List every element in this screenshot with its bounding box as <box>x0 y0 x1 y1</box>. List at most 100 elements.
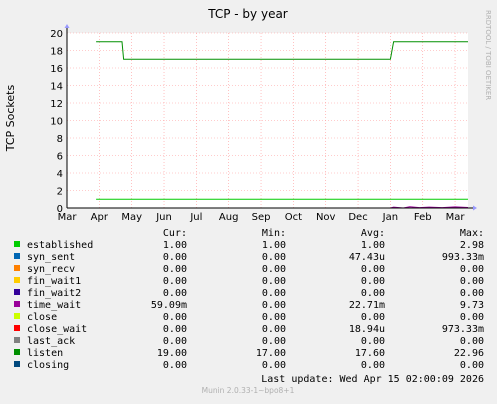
legend-swatch <box>14 313 20 319</box>
legend-series-name: syn_sent <box>27 252 75 263</box>
x-tick-label: Mar <box>446 212 466 223</box>
legend-swatch <box>14 301 20 307</box>
legend-value-cur: 1.00 <box>163 240 187 251</box>
legend-value-cur: 0.00 <box>163 264 187 275</box>
munin-version: Munin 2.0.33-1~bpo8+1 <box>202 386 295 395</box>
legend-row-syn_recv: syn_recv 0.00 0.00 0.00 0.00 <box>14 264 484 275</box>
legend-series-name: syn_recv <box>27 264 75 275</box>
legend-value-avg: 0.00 <box>361 276 385 287</box>
legend-value-min: 0.00 <box>262 360 286 371</box>
legend-value-cur: 0.00 <box>163 276 187 287</box>
legend-value-max: 973.33m <box>442 324 484 335</box>
legend-swatch <box>14 325 20 331</box>
legend-value-avg: 47.43u <box>349 252 385 263</box>
legend-value-cur: 0.00 <box>163 324 187 335</box>
legend-series-name: time_wait <box>27 300 81 311</box>
legend-value-cur: 19.00 <box>157 348 187 359</box>
legend-row-listen: listen 19.00 17.00 17.60 22.96 <box>14 348 484 359</box>
legend-value-min: 0.00 <box>262 324 286 335</box>
legend-series-name: listen <box>27 348 63 359</box>
legend-header-cur: Cur: <box>163 228 187 239</box>
legend-header-min: Min: <box>262 228 286 239</box>
x-tick-label: Feb <box>414 212 432 223</box>
legend-value-cur: 0.00 <box>163 336 187 347</box>
y-tick-label: 14 <box>50 82 63 93</box>
legend-row-close: close 0.00 0.00 0.00 0.00 <box>14 312 484 323</box>
legend-value-max: 0.00 <box>460 288 484 299</box>
legend-value-min: 1.00 <box>262 240 286 251</box>
legend-value-max: 0.00 <box>460 276 484 287</box>
legend-series-name: close <box>27 312 57 323</box>
y-tick-label: 16 <box>50 64 63 75</box>
legend-row-time_wait: time_wait 59.09m 0.00 22.71m 9.73 <box>14 300 484 311</box>
legend-swatch <box>14 349 20 355</box>
x-ticks: Mar Apr May Jun Jul Aug Sep Oct Nov Dec Jan Feb Mar <box>58 212 466 223</box>
legend-value-min: 0.00 <box>262 336 286 347</box>
y-ticks: 0 2 4 6 8 10 12 14 16 18 20 <box>50 29 63 215</box>
y-tick-label: 6 <box>57 152 63 163</box>
legend-value-max: 993.33m <box>442 252 484 263</box>
legend-row-closing: closing 0.00 0.00 0.00 0.00 <box>14 360 484 371</box>
legend-swatch <box>14 337 20 343</box>
legend-value-avg: 18.94u <box>349 324 385 335</box>
legend-row-syn_sent: syn_sent 0.00 0.00 47.43u 993.33m <box>14 252 484 263</box>
legend-swatch <box>14 361 20 367</box>
legend-header-max: Max: <box>460 228 484 239</box>
legend-value-max: 2.98 <box>460 240 484 251</box>
x-axis-arrow-icon <box>473 205 477 211</box>
x-tick-label: Aug <box>219 212 239 223</box>
legend-swatch <box>14 241 20 247</box>
legend-swatch <box>14 289 20 295</box>
legend-value-min: 0.00 <box>262 276 286 287</box>
legend-swatch <box>14 277 20 283</box>
legend-value-min: 0.00 <box>262 288 286 299</box>
legend-value-cur: 59.09m <box>151 300 187 311</box>
x-tick-label: Apr <box>91 212 109 223</box>
legend-row-last_ack: last_ack 0.00 0.00 0.00 0.00 <box>14 336 484 347</box>
x-tick-label: Nov <box>316 212 336 223</box>
legend-value-min: 0.00 <box>262 312 286 323</box>
y-tick-label: 8 <box>57 134 63 145</box>
y-tick-label: 0 <box>57 204 63 215</box>
legend-swatch <box>14 265 20 271</box>
y-axis-label: TCP Sockets <box>4 85 17 153</box>
x-tick-label: Oct <box>285 212 302 223</box>
legend-value-min: 0.00 <box>262 252 286 263</box>
legend-series-name: last_ack <box>27 336 75 347</box>
legend-value-cur: 0.00 <box>163 312 187 323</box>
x-tick-label: May <box>121 212 142 223</box>
legend-value-min: 0.00 <box>262 264 286 275</box>
legend-row-established: established 1.00 1.00 1.00 2.98 <box>14 240 484 251</box>
y-tick-label: 12 <box>50 99 63 110</box>
legend-row-close_wait: close_wait 0.00 0.00 18.94u 973.33m <box>14 324 484 335</box>
legend-value-max: 0.00 <box>460 312 484 323</box>
legend-value-avg: 22.71m <box>349 300 385 311</box>
legend-value-avg: 17.60 <box>355 348 385 359</box>
legend-value-max: 0.00 <box>460 264 484 275</box>
legend-series-name: established <box>27 240 93 251</box>
legend-value-avg: 0.00 <box>361 336 385 347</box>
legend-value-min: 0.00 <box>262 300 286 311</box>
legend-value-avg: 0.00 <box>361 288 385 299</box>
legend-series-name: fin_wait2 <box>27 288 81 299</box>
legend-value-cur: 0.00 <box>163 360 187 371</box>
legend-value-cur: 0.00 <box>163 288 187 299</box>
legend-series-name: closing <box>27 360 69 371</box>
y-tick-label: 4 <box>57 169 63 180</box>
y-tick-label: 10 <box>50 117 63 128</box>
x-tick-label: Jun <box>155 212 172 223</box>
legend-value-max: 9.73 <box>460 300 484 311</box>
legend-value-avg: 0.00 <box>361 312 385 323</box>
legend-value-avg: 0.00 <box>361 264 385 275</box>
y-tick-label: 18 <box>50 47 63 58</box>
legend-value-avg: 1.00 <box>361 240 385 251</box>
x-tick-label: Jan <box>382 212 398 223</box>
legend-series-name: fin_wait1 <box>27 276 81 287</box>
x-tick-label: Mar <box>58 212 78 223</box>
x-tick-label: Jul <box>189 212 202 223</box>
legend-value-max: 22.96 <box>454 348 484 359</box>
legend-row-fin_wait2: fin_wait2 0.00 0.00 0.00 0.00 <box>14 288 484 299</box>
